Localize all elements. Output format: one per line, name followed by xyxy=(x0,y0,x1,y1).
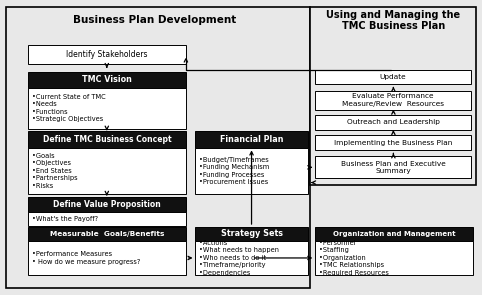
Bar xyxy=(315,135,471,150)
Bar xyxy=(28,71,186,88)
Text: Define Value Proposition: Define Value Proposition xyxy=(53,200,161,209)
Bar xyxy=(315,241,473,275)
Text: Strategy Sets: Strategy Sets xyxy=(221,230,283,238)
Text: •Performance Measures
• How do we measure progress?: •Performance Measures • How do we measur… xyxy=(32,251,140,265)
Text: •Goals
•Objectives
•End States
•Partnerships
•Risks: •Goals •Objectives •End States •Partners… xyxy=(32,153,77,189)
Text: Business Plan and Executive
Summary: Business Plan and Executive Summary xyxy=(341,160,445,174)
Bar xyxy=(28,45,186,64)
Text: Update: Update xyxy=(380,74,406,80)
Bar xyxy=(28,212,186,226)
Bar xyxy=(196,241,308,275)
Bar xyxy=(196,132,308,148)
Bar xyxy=(28,132,186,148)
Text: •Actions
•What needs to happen
•Who needs to do it
•Timeframe/priority
•Dependen: •Actions •What needs to happen •Who need… xyxy=(200,240,279,276)
Text: Evaluate Performance
Measure/Review  Resources: Evaluate Performance Measure/Review Reso… xyxy=(342,94,444,106)
Text: •What's the Payoff?: •What's the Payoff? xyxy=(32,216,98,222)
Bar xyxy=(315,70,471,84)
Text: Business Plan Development: Business Plan Development xyxy=(73,15,236,25)
Bar xyxy=(6,7,310,288)
Text: Identify Stakeholders: Identify Stakeholders xyxy=(66,50,147,59)
Bar xyxy=(315,227,473,241)
Text: TMC Vision: TMC Vision xyxy=(82,75,132,84)
Text: •Current State of TMC
•Needs
•Functions
•Strategic Objectives: •Current State of TMC •Needs •Functions … xyxy=(32,94,106,122)
Text: •Personnel
•Staffing
•Organization
•TMC Relationships
•Required Resources: •Personnel •Staffing •Organization •TMC … xyxy=(319,240,389,276)
Text: Using and Managing the
TMC Business Plan: Using and Managing the TMC Business Plan xyxy=(326,9,460,31)
Text: Define TMC Business Concept: Define TMC Business Concept xyxy=(42,135,171,144)
Bar xyxy=(28,88,186,129)
Bar xyxy=(28,196,186,212)
Text: Implementing the Business Plan: Implementing the Business Plan xyxy=(334,140,452,146)
Bar xyxy=(315,91,471,109)
Text: Organization and Management: Organization and Management xyxy=(333,231,455,237)
Bar xyxy=(310,7,476,186)
Text: Measurable  Goals/Benefits: Measurable Goals/Benefits xyxy=(50,231,164,237)
Text: •Budget/Timeframes
•Funding Mechanism
•Funding Processes
•Procurement Issues: •Budget/Timeframes •Funding Mechanism •F… xyxy=(200,157,269,185)
Bar xyxy=(28,241,186,275)
Bar xyxy=(28,148,186,194)
Text: Outreach and Leadership: Outreach and Leadership xyxy=(347,119,440,125)
Bar xyxy=(196,148,308,194)
Bar xyxy=(315,115,471,130)
Bar xyxy=(196,227,308,241)
Bar xyxy=(315,156,471,178)
Text: Financial Plan: Financial Plan xyxy=(220,135,283,144)
Bar xyxy=(28,227,186,241)
